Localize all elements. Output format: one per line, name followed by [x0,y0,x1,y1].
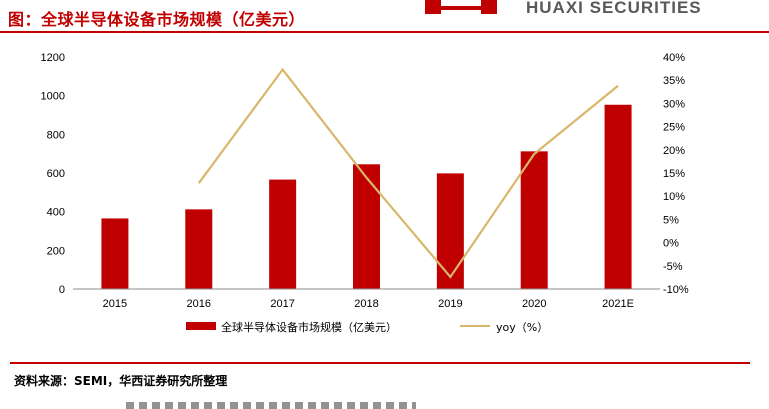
brand-name: HUAXI SECURITIES [526,0,702,17]
y-left-tick-label: 200 [47,245,65,257]
y-right-tick-label: -10% [663,284,689,296]
bar-2016 [185,209,213,289]
bar-2018 [353,164,380,289]
x-tick-label: 2021E [602,298,634,310]
y-right-tick-label: -5% [663,261,683,273]
bar-2019 [436,173,464,289]
bar-2021E [604,104,632,290]
cut-off-text-line [126,402,416,409]
title-divider [0,31,769,33]
brand-logo-icon [425,0,497,14]
y-right-tick-label: 30% [663,98,685,110]
y-right-tick-label: 0% [663,238,679,250]
y-right-tick-label: 40% [663,52,685,64]
footer-divider [10,362,750,364]
y-left-tick-label: 600 [47,168,65,180]
y-right-tick-label: 15% [663,168,685,180]
legend-bar-swatch [186,322,216,330]
y-left-tick-label: 1200 [41,52,65,64]
x-tick-label: 2016 [187,298,211,310]
x-tick-label: 2019 [438,298,462,310]
chart: 0 200 400 600 800 1000 1200 -10% -5% 0% 5% 10% 15% 20… [41,52,689,334]
y-left-tick-label: 1000 [41,91,65,103]
bar-2015 [101,218,129,289]
y-right-tick-label: 25% [663,122,685,134]
y-right-tick-label: 35% [663,75,685,87]
x-tick-label: 2017 [270,298,294,310]
y-right-tick-label: 10% [663,191,685,203]
source-note: 资料来源：SEMI，华西证券研究所整理 [14,374,228,388]
x-tick-label: 2020 [522,298,546,310]
bar-2017 [269,179,297,289]
bars-layer [101,104,632,290]
y-right-tick-label: 5% [663,214,679,226]
legend-line-label: yoy（%） [496,321,548,334]
bar-2020 [520,151,548,289]
line-layer [197,67,619,279]
x-tick-label: 2015 [103,298,127,310]
y-right-tick-label: 20% [663,145,685,157]
legend-bar-label: 全球半导体设备市场规模（亿美元） [221,320,397,334]
y-left-tick-label: 800 [47,129,65,141]
y-left-tick-label: 400 [47,207,65,219]
axes-layer: 0 200 400 600 800 1000 1200 -10% -5% 0% 5% 10% 15% 20… [41,52,689,310]
y-left-tick-label: 0 [59,284,65,296]
yoy-line [197,67,619,279]
x-tick-label: 2018 [354,298,378,310]
page-title: 图：全球半导体设备市场规模（亿美元） [8,10,306,29]
legend: 全球半导体设备市场规模（亿美元） yoy（%） [186,320,548,334]
